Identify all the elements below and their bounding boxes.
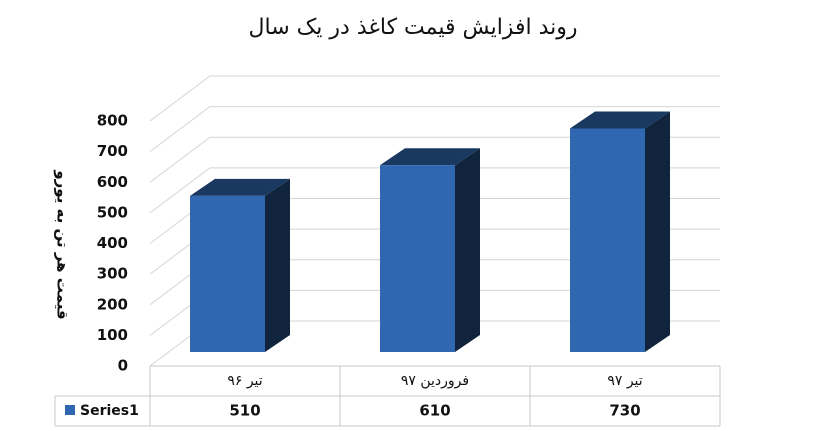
- grid-line: [149, 167, 720, 214]
- y-axis-label: قیمت هر تن به یورو: [54, 169, 72, 319]
- y-tick-label: 700: [97, 142, 128, 160]
- bar: [380, 148, 480, 352]
- bar-top: [190, 178, 290, 196]
- bar-front: [570, 128, 645, 352]
- y-tick-label: 200: [97, 295, 128, 313]
- bar-top: [570, 111, 670, 129]
- table-value: 610: [419, 402, 450, 420]
- bar-side: [645, 111, 670, 352]
- grid-line: [149, 136, 720, 183]
- bar: [190, 178, 290, 352]
- legend-key: [65, 405, 75, 415]
- bar-side: [455, 148, 480, 352]
- grid-line: [149, 75, 720, 122]
- bar: [570, 111, 670, 352]
- legend-label: Series1: [80, 403, 139, 419]
- bar-top: [380, 148, 480, 166]
- grid-line: [149, 106, 720, 153]
- y-tick-label: 800: [97, 112, 128, 130]
- y-tick-label: 600: [97, 173, 128, 191]
- y-tick-label: 400: [97, 234, 128, 252]
- y-tick-label: 100: [97, 326, 128, 344]
- y-tick-label: 500: [97, 203, 128, 221]
- bar-side: [265, 178, 290, 352]
- x-tick-label: تیر ۹۶: [227, 373, 262, 389]
- x-tick-label: فروردین ۹۷: [401, 373, 469, 389]
- table-value: 730: [609, 402, 640, 420]
- bar-front: [380, 165, 455, 352]
- table-value: 510: [229, 402, 260, 420]
- y-tick-label: 300: [97, 265, 128, 283]
- x-tick-label: تیر ۹۷: [607, 373, 642, 389]
- bar-front: [190, 195, 265, 352]
- chart-title: روند افزایش قیمت کاغذ در یک سال: [249, 15, 578, 40]
- y-tick-label: 0: [118, 357, 128, 375]
